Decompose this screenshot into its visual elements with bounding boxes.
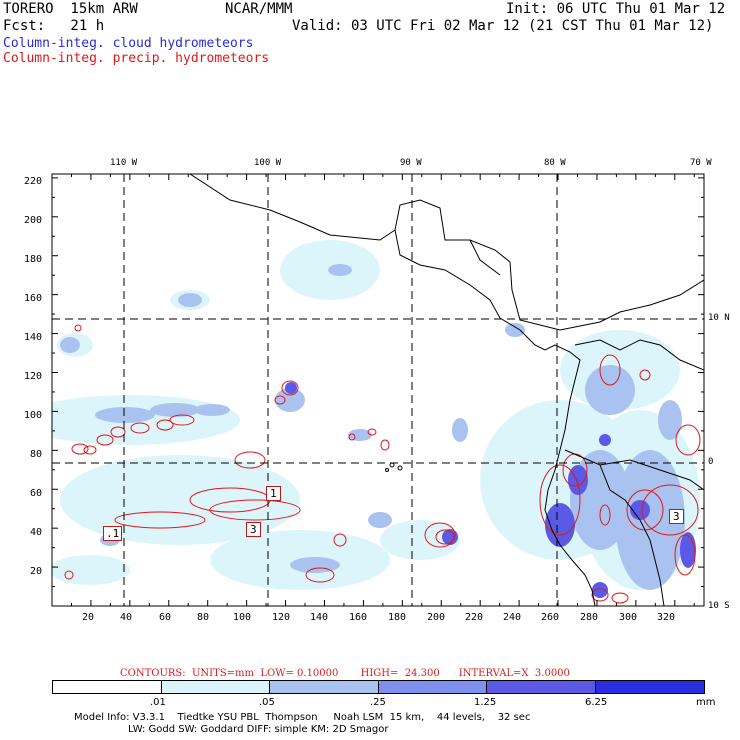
color-bar — [52, 680, 705, 694]
lat-label: 0 — [708, 457, 714, 467]
colorbar-cell — [53, 681, 162, 693]
forecast-hour: Fcst: 21 h — [3, 18, 105, 34]
lat-label: 10 N — [708, 313, 730, 323]
y-tick-label: 120 — [24, 371, 43, 382]
colorbar-label: .25 — [370, 697, 386, 708]
x-tick-label: 60 — [159, 612, 172, 623]
y-tick-label: 60 — [30, 488, 43, 499]
colorbar-cell — [378, 681, 487, 693]
lat-lon-grid — [52, 174, 704, 606]
legend-precip: Column-integ. precip. hydrometeors — [3, 51, 270, 66]
x-tick-label: 200 — [427, 612, 446, 623]
plot-frame — [51, 173, 705, 607]
y-tick-label: 100 — [24, 410, 43, 421]
lon-label: 100 W — [254, 158, 282, 168]
y-tick-label: 40 — [30, 527, 43, 538]
box-label: 3 — [246, 522, 261, 537]
y-tick-label: 180 — [24, 254, 43, 265]
box-label: .1 — [103, 526, 123, 541]
legend-cloud: Column-integ. cloud hydrometeors — [3, 36, 254, 51]
y-tick-label: 160 — [24, 293, 43, 304]
y-tick-label: 80 — [30, 449, 43, 460]
colorbar-label: 1.25 — [474, 697, 497, 708]
box-label: 3 — [669, 509, 684, 524]
x-tick-label: 20 — [82, 612, 95, 623]
colorbar-label: .05 — [259, 697, 275, 708]
contour-info: CONTOURS: UNITS=mm LOW= 0.10000 HIGH= 24… — [120, 668, 570, 679]
lon-label: 80 W — [544, 158, 566, 168]
lon-label: 70 W — [690, 158, 712, 168]
lat-label: 10 S — [708, 601, 730, 611]
x-tick-label: 40 — [120, 612, 133, 623]
colorbar-label: .01 — [150, 697, 166, 708]
box-label: 1 — [266, 486, 281, 501]
model-info-line1: Model Info: V3.3.1 Tiedtke YSU PBL Thomp… — [74, 712, 531, 723]
model-title: TORERO 15km ARW — [3, 1, 138, 17]
org-label: NCAR/MMM — [225, 1, 293, 17]
lon-label: 90 W — [400, 158, 422, 168]
x-tick-label: 120 — [272, 612, 291, 623]
x-tick-label: 160 — [349, 612, 368, 623]
x-tick-label: 180 — [388, 612, 407, 623]
y-tick-label: 20 — [30, 566, 43, 577]
hydrometeor-field — [52, 174, 704, 606]
y-tick-label: 140 — [24, 332, 43, 343]
colorbar-cell — [487, 681, 596, 693]
colorbar-unit: mm — [696, 697, 716, 708]
y-tick-label: 220 — [24, 176, 43, 187]
x-tick-label: 260 — [541, 612, 560, 623]
x-tick-label: 300 — [619, 612, 638, 623]
x-tick-label: 320 — [657, 612, 676, 623]
y-tick-label: 200 — [24, 215, 43, 226]
colorbar-cell — [161, 681, 270, 693]
init-time: Init: 06 UTC Thu 01 Mar 12 — [506, 1, 726, 17]
lon-label: 110 W — [110, 158, 138, 168]
colorbar-label: 6.25 — [585, 697, 608, 708]
x-tick-label: 140 — [310, 612, 329, 623]
x-tick-label: 240 — [503, 612, 522, 623]
x-tick-label: 280 — [580, 612, 599, 623]
model-info-line2: LW: Godd SW: Goddard DIFF: simple KM: 2D… — [74, 724, 389, 735]
colorbar-cell — [595, 681, 704, 693]
x-tick-label: 80 — [197, 612, 210, 623]
x-tick-label: 100 — [233, 612, 252, 623]
valid-time: Valid: 03 UTC Fri 02 Mar 12 (21 CST Thu … — [292, 18, 714, 34]
colorbar-cell — [270, 681, 379, 693]
x-tick-label: 220 — [465, 612, 484, 623]
